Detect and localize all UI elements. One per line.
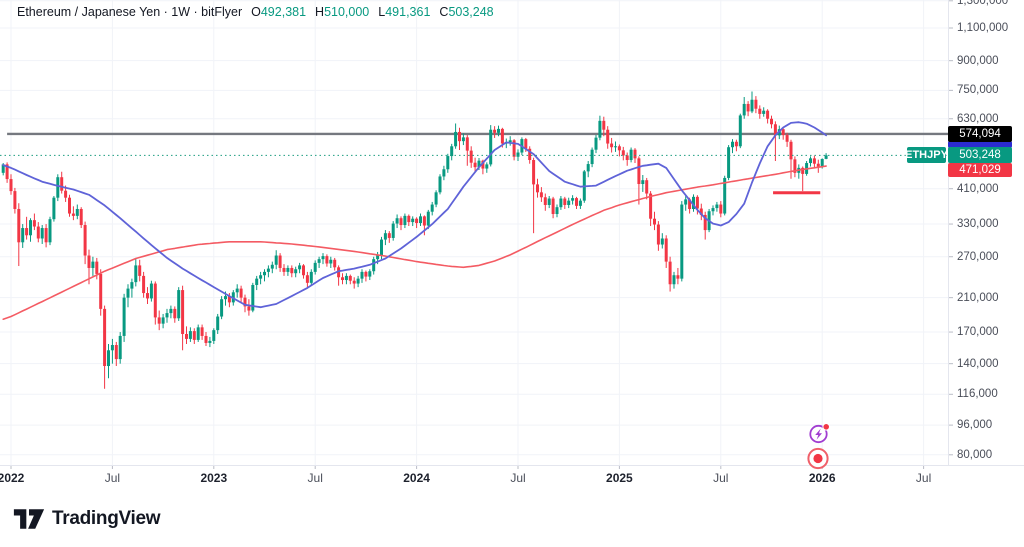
price-tick-label: 330,000 bbox=[957, 218, 999, 231]
boost-lightning-icon[interactable] bbox=[809, 423, 831, 444]
time-tick-label: 2024 bbox=[403, 471, 430, 485]
time-tick-label: 2025 bbox=[606, 471, 633, 485]
time-axis[interactable]: 2022 Jul 2023 Jul 2024 Jul 2025 Jul 2026 Jul bbox=[0, 465, 948, 490]
price-tick-label: 900,000 bbox=[957, 54, 999, 67]
ma-fast-price-badge bbox=[948, 141, 1012, 148]
symbol-title[interactable]: Ethereum / Japanese Yen · 1W · bitFlyer bbox=[17, 5, 243, 19]
price-tick-label: 140,000 bbox=[957, 357, 999, 370]
ohlc-high: H510,000 bbox=[315, 5, 370, 19]
ohlc-close: C503,248 bbox=[439, 5, 494, 19]
ma-slow-price-badge: 471,029 bbox=[948, 163, 1012, 177]
last-price-badge: 503,248 bbox=[948, 147, 1012, 163]
symbol-price-tag: ETHJPY bbox=[905, 147, 948, 163]
record-target-icon[interactable] bbox=[807, 447, 829, 470]
ohlc-low: L491,361 bbox=[378, 5, 431, 19]
time-tick-label: Jul bbox=[713, 471, 729, 485]
time-tick-label: 2022 bbox=[0, 471, 25, 485]
ohlc-open: O492,381 bbox=[251, 5, 307, 19]
time-tick-label: Jul bbox=[104, 471, 121, 485]
price-tick-label: 630,000 bbox=[957, 112, 999, 125]
price-tick-label: 210,000 bbox=[957, 291, 999, 304]
price-tick-label: 750,000 bbox=[957, 84, 999, 97]
price-tick-label: 116,000 bbox=[957, 388, 998, 401]
price-tick-label: 410,000 bbox=[957, 182, 999, 195]
price-tick-label: 270,000 bbox=[957, 250, 999, 263]
time-tick-label: 2026 bbox=[808, 471, 836, 485]
price-tick-label: 170,000 bbox=[957, 326, 999, 339]
price-tick-label: 96,000 bbox=[957, 419, 993, 432]
price-tick-label: 1,100,000 bbox=[957, 22, 1009, 34]
time-tick-label: Jul bbox=[510, 471, 526, 485]
time-tick-label: 2023 bbox=[200, 471, 228, 485]
time-tick-label: Jul bbox=[915, 471, 932, 485]
ray-price-badge: 574,094 bbox=[948, 126, 1012, 142]
price-tick-label: 1,300,000 bbox=[957, 0, 1009, 7]
tradingview-logo-text: TradingView bbox=[52, 508, 161, 529]
tradingview-logo-icon bbox=[13, 509, 45, 529]
price-axis[interactable]: 1,300,000 1,100,000 900,000 750,000 630,000 4… bbox=[948, 0, 1024, 465]
time-tick-label: Jul bbox=[307, 471, 323, 485]
tradingview-footer[interactable]: TradingView bbox=[13, 506, 161, 532]
price-tick-label: 80,000 bbox=[957, 448, 993, 461]
symbol-legend[interactable]: Ethereum / Japanese Yen · 1W · bitFlyer O… bbox=[17, 5, 494, 19]
